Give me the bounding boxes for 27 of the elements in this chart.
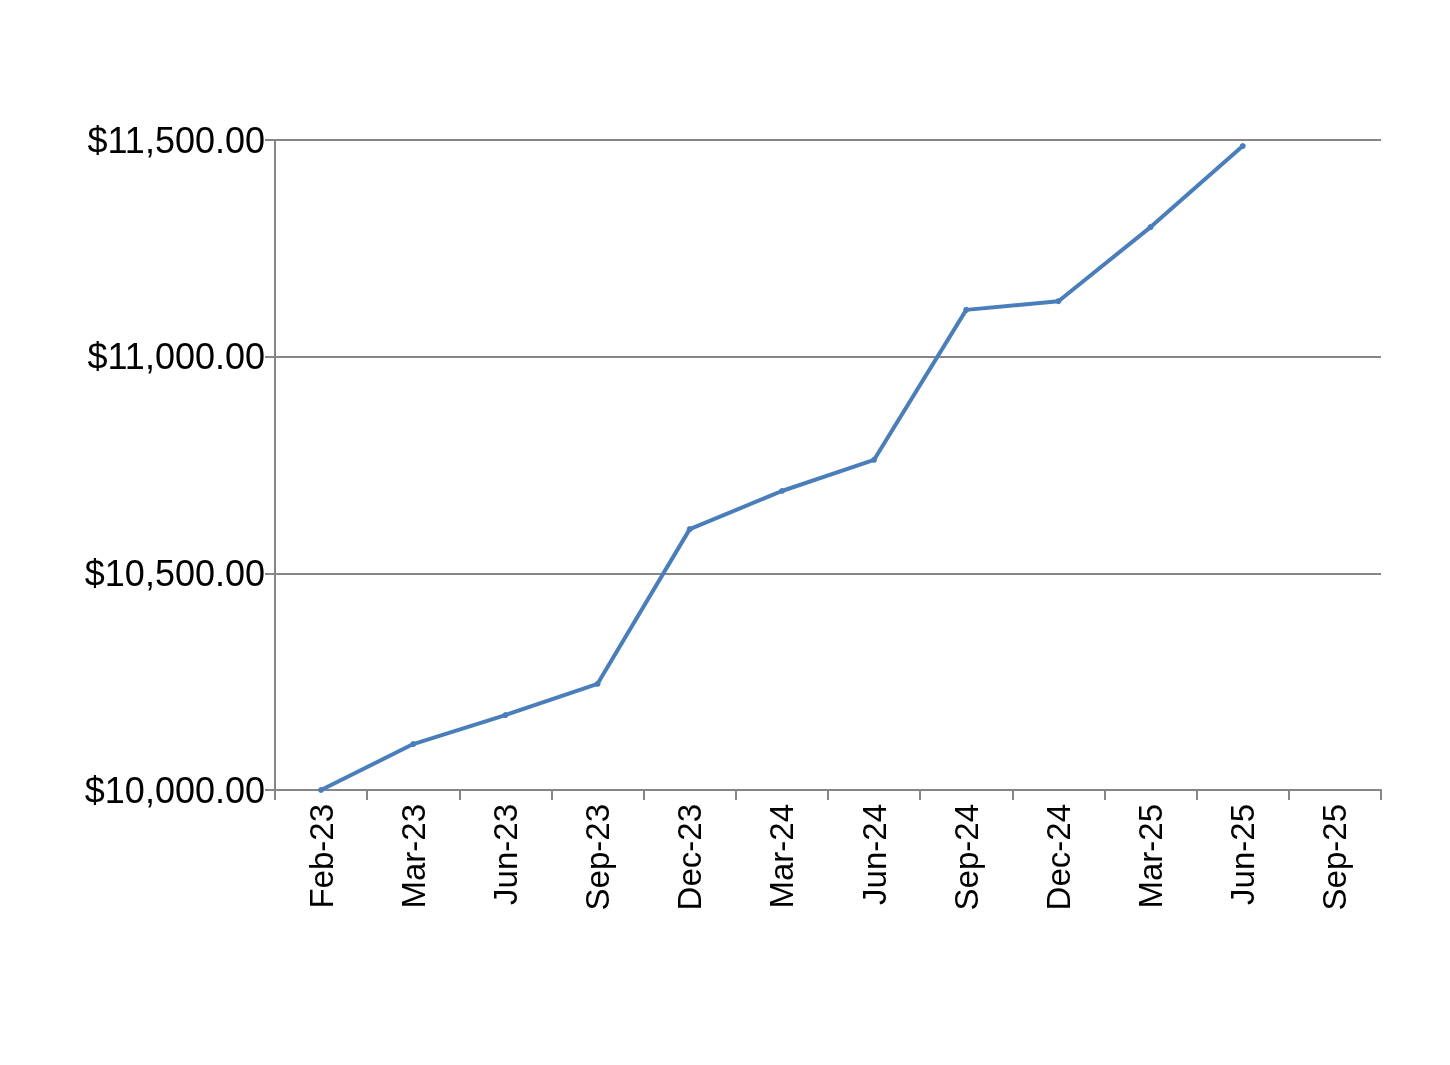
x-tick-label: Sep-23 <box>579 804 617 911</box>
point <box>318 787 325 793</box>
x-tick-label: Jun-23 <box>486 804 524 905</box>
x-tick-label: Jun-24 <box>855 804 893 905</box>
point <box>871 456 878 463</box>
point <box>1055 298 1062 305</box>
point <box>502 712 509 719</box>
point <box>686 526 693 533</box>
x-tick-label: Dec-24 <box>1039 804 1077 911</box>
y-tick-label: $10,500.00 <box>84 552 265 594</box>
y-tick-label: $11,500.00 <box>87 119 265 161</box>
x-tick-label: Jun-25 <box>1224 804 1262 905</box>
point <box>963 306 970 313</box>
point <box>410 741 417 748</box>
x-tick-label: Dec-23 <box>671 804 709 911</box>
x-tick-label: Feb-23 <box>302 804 340 909</box>
x-tick-label: Mar-23 <box>394 804 432 909</box>
x-tick-label: Mar-24 <box>763 804 801 909</box>
x-tick-label: Sep-25 <box>1316 804 1354 911</box>
point <box>594 680 601 687</box>
point <box>1239 143 1246 150</box>
point <box>1147 224 1154 231</box>
y-tick-label: $10,000.00 <box>84 769 265 811</box>
y-tick-label: $11,000.00 <box>87 336 265 378</box>
x-tick-label: Sep-24 <box>947 804 985 911</box>
x-tick-label: Mar-25 <box>1132 804 1170 909</box>
point <box>778 488 785 494</box>
